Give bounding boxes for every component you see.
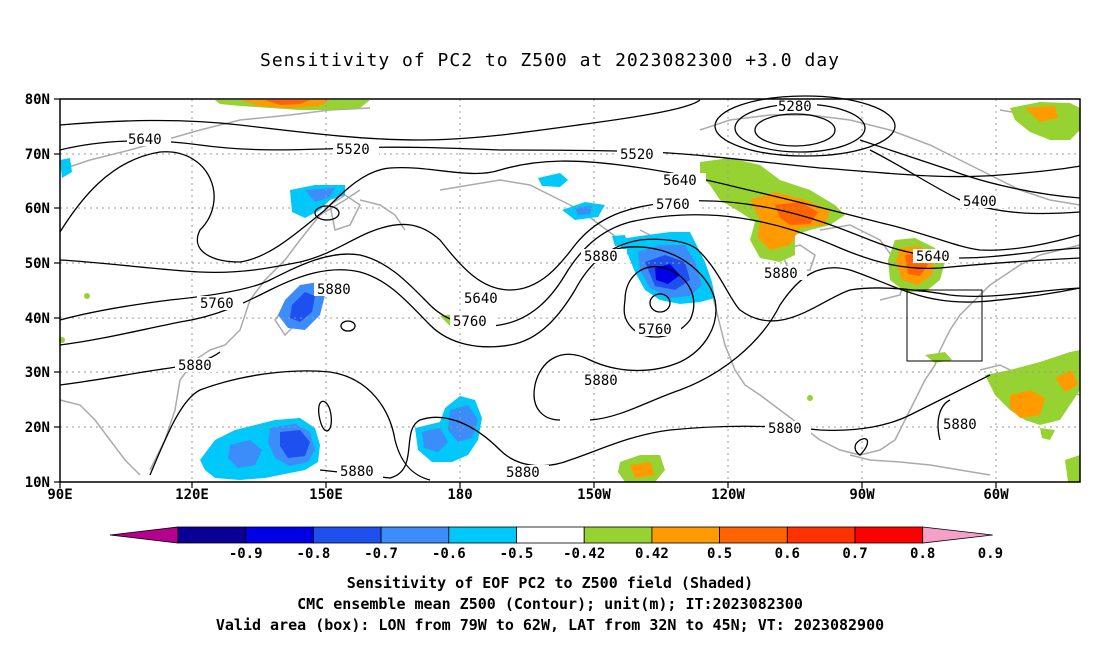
caption-line-2: CMC ensemble mean Z500 (Contour); unit(m… (297, 595, 803, 613)
colorbar-segment (719, 526, 788, 544)
contour-label: 5760 (453, 314, 487, 330)
colorbar-label: 0.9 (978, 546, 1003, 562)
contour-label: 5640 (663, 173, 697, 189)
caption-line-1: Sensitivity of EOF PC2 to Z500 field (Sh… (346, 574, 754, 592)
colorbar-labels: -0.9 -0.8 -0.7 -0.6 -0.5 -0.42 0.42 0.5 0.6 0.7 0.… (229, 546, 1003, 562)
colorbar-label: -0.5 (500, 546, 534, 562)
lat-tick-label: 70N (25, 147, 50, 163)
colorbar-label: 0.42 (635, 546, 669, 562)
contour-label: 5640 (916, 249, 950, 265)
colorbar-segment (583, 526, 653, 544)
caption-line-3: Valid area (box): LON from 79W to 62W, L… (215, 616, 885, 634)
contour-label: 5760 (638, 322, 672, 338)
lat-tick-label: 30N (25, 365, 50, 381)
colorbar-segment (448, 526, 517, 544)
contour-label: 5880 (340, 464, 374, 480)
lat-tick-label: 60N (25, 201, 50, 217)
caption: Sensitivity of EOF PC2 to Z500 field (Sh… (0, 573, 1100, 636)
colorbar-label: -0.9 (229, 546, 263, 562)
contour-label: 5880 (178, 358, 212, 374)
colorbar-label: 0.5 (707, 546, 732, 562)
colorbar-segment (245, 526, 314, 544)
contour-label: 5880 (584, 373, 618, 389)
colorbar (109, 526, 993, 544)
contour-label: 5520 (336, 142, 370, 158)
contour-label: 5880 (768, 421, 802, 437)
lat-tick-label: 20N (25, 420, 50, 436)
map-title: Sensitivity of PC2 to Z500 at 2023082300… (259, 50, 840, 71)
colorbar-segment (786, 526, 856, 544)
colorbar-segment (177, 526, 247, 544)
colorbar-segment (380, 526, 450, 544)
contour-label: 5640 (464, 291, 498, 307)
contour-label: 5520 (620, 147, 654, 163)
lon-tick-label: 120W (711, 487, 745, 503)
colorbar-extend-high (922, 526, 993, 544)
contour-label: 5760 (656, 197, 690, 213)
colorbar-label: 0.7 (842, 546, 867, 562)
lon-tick-label: 90E (47, 487, 72, 503)
lon-tick-label: 150W (577, 487, 611, 503)
contour-label: 5640 (128, 132, 162, 148)
lon-tick-label: 90W (849, 487, 875, 503)
lon-tick-label: 120E (175, 487, 209, 503)
lat-tick-label: 80N (25, 92, 50, 108)
lon-tick-labels: 90E 120E 150E 180 150W 120W 90W 60W (47, 487, 1009, 503)
colorbar-label: -0.6 (432, 546, 466, 562)
z500-contours (59, 95, 1081, 481)
lat-tick-label: 40N (25, 311, 50, 327)
colorbar-label: -0.8 (297, 546, 331, 562)
colorbar-label: -0.42 (563, 546, 605, 562)
sensitivity-shading (59, 100, 1080, 482)
colorbar-label: -0.7 (364, 546, 398, 562)
lon-tick-label: 150E (309, 487, 343, 503)
tick-marks (54, 98, 997, 488)
contour-labels: 5280 5640 5520 5520 5640 5760 5880 5640 … (127, 99, 1006, 481)
contour-label: 5880 (506, 465, 540, 481)
colorbar-extend-low (109, 526, 179, 544)
lat-tick-label: 50N (25, 256, 50, 272)
map-frame (59, 98, 1081, 483)
contour-label: 5760 (200, 296, 234, 312)
colorbar-label: 0.8 (910, 546, 935, 562)
lon-tick-label: 180 (447, 487, 472, 503)
contour-label: 5880 (943, 417, 977, 433)
colorbar-segment (516, 526, 585, 544)
colorbar-segment (651, 526, 721, 544)
lat-tick-label: 10N (25, 475, 50, 491)
contour-label: 5880 (584, 249, 618, 265)
contour-label: 5880 (764, 266, 798, 282)
lon-tick-label: 60W (983, 487, 1009, 503)
contour-label: 5880 (317, 282, 351, 298)
lat-tick-labels: 10N 20N 30N 40N 50N 60N 70N 80N (25, 92, 50, 491)
colorbar-label: 0.6 (775, 546, 800, 562)
contour-label: 5280 (778, 99, 812, 115)
colorbar-segment (854, 526, 924, 544)
valid-area-box (906, 289, 983, 362)
contour-label: 5400 (963, 194, 997, 210)
colorbar-segment (312, 526, 382, 544)
gridlines (60, 99, 1080, 482)
